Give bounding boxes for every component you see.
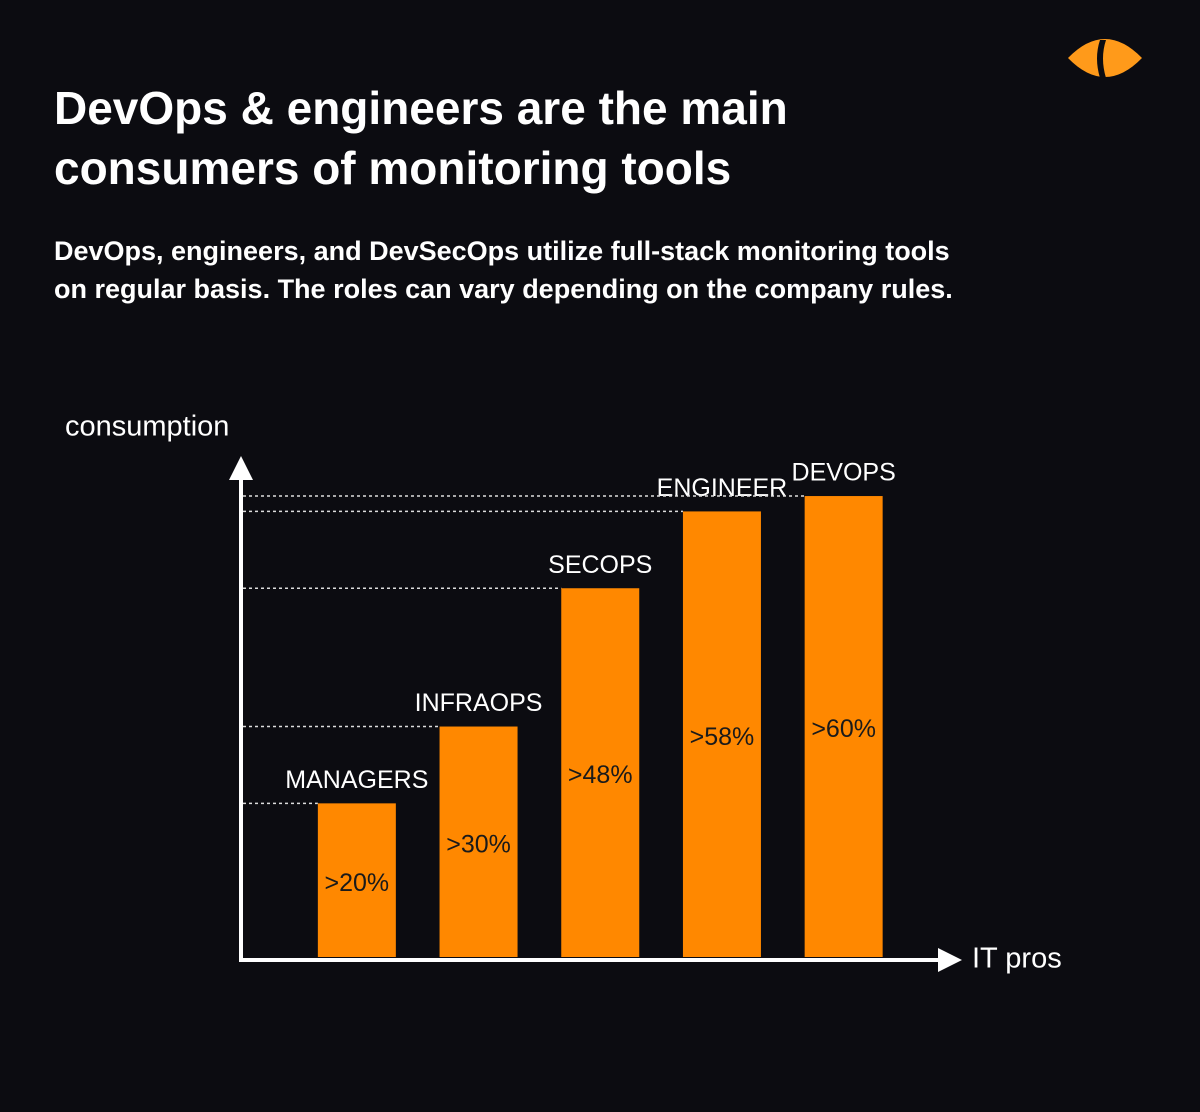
value-label: >48% xyxy=(568,761,633,789)
value-label: >30% xyxy=(446,830,511,858)
value-label: >58% xyxy=(690,723,755,751)
bar xyxy=(682,511,761,957)
bar xyxy=(804,496,883,957)
category-label: SECOPS xyxy=(548,551,652,579)
category-label: MANAGERS xyxy=(285,766,428,794)
title: DevOps & engineers are the main consumer… xyxy=(54,82,788,194)
value-label: >20% xyxy=(325,869,390,897)
x-axis-arrow xyxy=(938,948,962,972)
y-axis-label: consumption xyxy=(65,411,229,443)
bar xyxy=(439,726,518,957)
category-label: ENGINEER xyxy=(657,474,788,502)
value-label: >60% xyxy=(811,715,876,743)
logo xyxy=(1068,39,1142,78)
category-label: DEVOPS xyxy=(792,459,896,487)
subtitle: DevOps, engineers, and DevSecOps utilize… xyxy=(54,236,953,304)
bar xyxy=(561,588,640,957)
category-label: INFRAOPS xyxy=(415,689,543,717)
y-axis-arrow xyxy=(229,456,253,480)
bar xyxy=(317,803,396,957)
x-axis-label: IT pros xyxy=(972,943,1062,975)
